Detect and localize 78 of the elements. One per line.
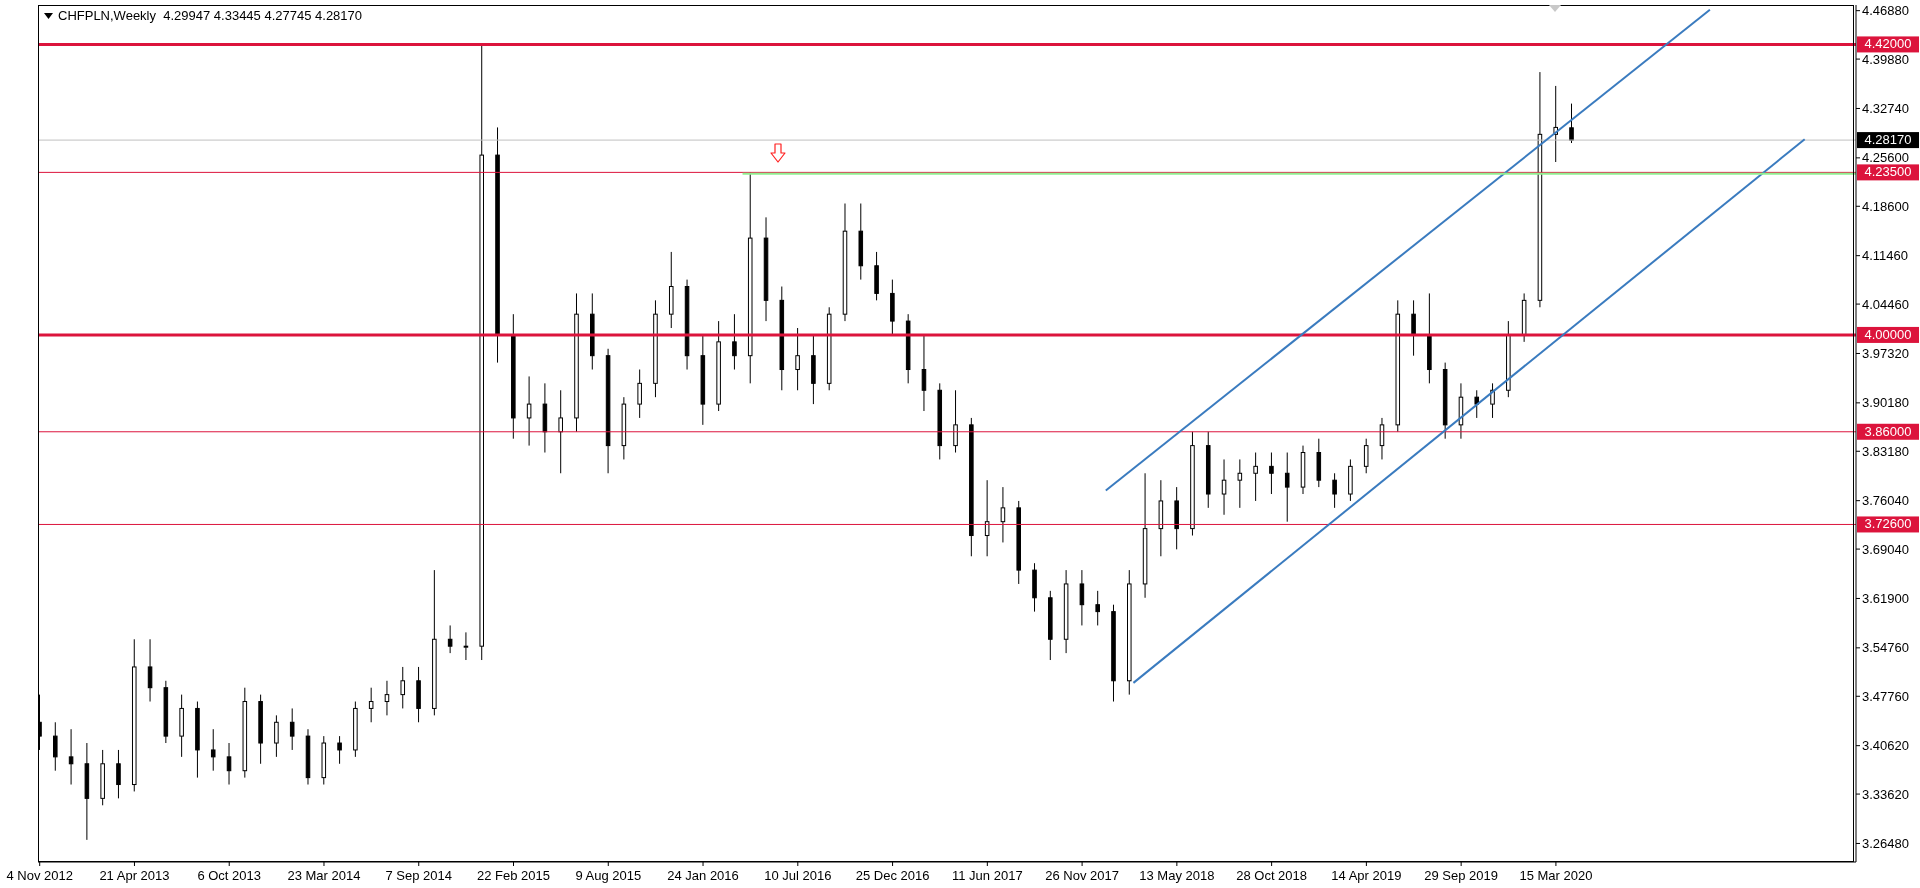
x-tick-label: 4 Nov 2012 — [6, 868, 73, 883]
x-tick-label: 7 Sep 2014 — [385, 868, 453, 883]
y-tick-label: 4.18600 — [1862, 198, 1909, 214]
candlestick — [68, 728, 74, 786]
candlestick — [637, 369, 642, 419]
x-tick-label: 10 Jul 2016 — [764, 868, 832, 883]
candlestick — [53, 721, 58, 772]
y-tick-label: 3.40620 — [1862, 738, 1909, 754]
x-tick-label: 9 Aug 2015 — [575, 868, 642, 883]
candlestick — [953, 389, 958, 454]
x-tick-label: 29 Sep 2019 — [1424, 868, 1499, 883]
x-tick-label: 28 Oct 2018 — [1236, 868, 1308, 883]
candlestick — [1474, 389, 1480, 419]
candlestick — [368, 687, 374, 723]
y-tick-label: 3.97320 — [1862, 346, 1909, 362]
candlestick — [1569, 103, 1574, 144]
candlestick — [463, 631, 469, 661]
x-tick-label: 23 Mar 2014 — [287, 868, 361, 883]
candlestick — [337, 735, 342, 765]
candlestick — [289, 707, 295, 751]
candlestick — [147, 638, 153, 703]
candlestick — [526, 375, 532, 447]
y-tick-label: 3.90180 — [1862, 395, 1909, 411]
candlestick — [1237, 458, 1243, 509]
candlestick — [384, 680, 390, 716]
candlestick — [984, 479, 990, 557]
x-tick-label: 26 Nov 2017 — [1045, 868, 1119, 883]
y-tick-label: 4.32740 — [1862, 101, 1909, 117]
candlestick — [400, 666, 406, 709]
candlestick — [1332, 472, 1337, 509]
candlestick — [1269, 452, 1274, 495]
candlestick — [210, 728, 216, 772]
ref-line-label: 4.42000 — [1864, 36, 1912, 52]
y-tick-label: 4.04460 — [1862, 296, 1909, 312]
x-tick-label: 22 Feb 2015 — [477, 868, 551, 883]
y-tick-label: 4.11460 — [1862, 248, 1909, 264]
y-tick-label: 3.47760 — [1862, 688, 1909, 704]
y-tick-label: 3.33620 — [1862, 786, 1909, 802]
y-tick-label: 3.61900 — [1862, 591, 1909, 607]
candlestick — [1221, 458, 1227, 516]
candlestick — [447, 624, 453, 654]
y-tick-label: 3.26480 — [1862, 836, 1909, 852]
candlestick — [1253, 452, 1258, 502]
candlestick — [1411, 299, 1416, 357]
y-tick-label: 3.69040 — [1862, 541, 1909, 557]
candlestick — [116, 749, 121, 799]
candlestick — [921, 334, 927, 412]
ref-line-label: 3.72600 — [1864, 516, 1912, 532]
candlestick — [1000, 486, 1006, 543]
x-tick-label: 21 Apr 2013 — [99, 868, 170, 883]
ref-line-label: 4.00000 — [1864, 326, 1912, 342]
x-tick-label: 13 May 2018 — [1139, 868, 1215, 883]
candlestick — [1079, 569, 1085, 626]
candlestick — [558, 389, 563, 474]
x-tick-label: 14 Apr 2019 — [1331, 868, 1402, 883]
x-tick-label: 25 Dec 2016 — [855, 868, 930, 883]
candlestick — [1490, 382, 1495, 419]
x-tick-label: 6 Oct 2013 — [197, 868, 262, 883]
chart-title: CHFPLN,Weekly 4.29947 4.33445 4.27745 4.28170 — [58, 8, 363, 23]
x-tick-label: 11 Jun 2017 — [952, 868, 1023, 883]
candlestick — [1284, 452, 1290, 523]
candlestick — [795, 327, 800, 391]
candlestick — [1363, 438, 1369, 474]
y-tick-label: 4.39880 — [1862, 51, 1909, 67]
ref-line-label: 4.23500 — [1864, 164, 1912, 180]
y-tick-label: 3.76040 — [1862, 493, 1909, 509]
ref-line-label: 4.28170 — [1864, 132, 1912, 148]
y-tick-label: 4.46880 — [1862, 3, 1909, 19]
x-tick-label: 24 Jan 2016 — [667, 868, 739, 883]
ref-line-label: 3.86000 — [1864, 423, 1912, 439]
candlestick — [732, 313, 737, 371]
candlestick — [226, 742, 232, 786]
candlestick — [274, 714, 279, 758]
y-tick-label: 4.25600 — [1862, 150, 1909, 166]
candlestick — [1095, 590, 1100, 626]
y-tick-label: 3.83180 — [1862, 443, 1909, 459]
x-tick-label: 15 Mar 2020 — [1519, 868, 1593, 883]
y-tick-label: 3.54760 — [1862, 640, 1909, 656]
